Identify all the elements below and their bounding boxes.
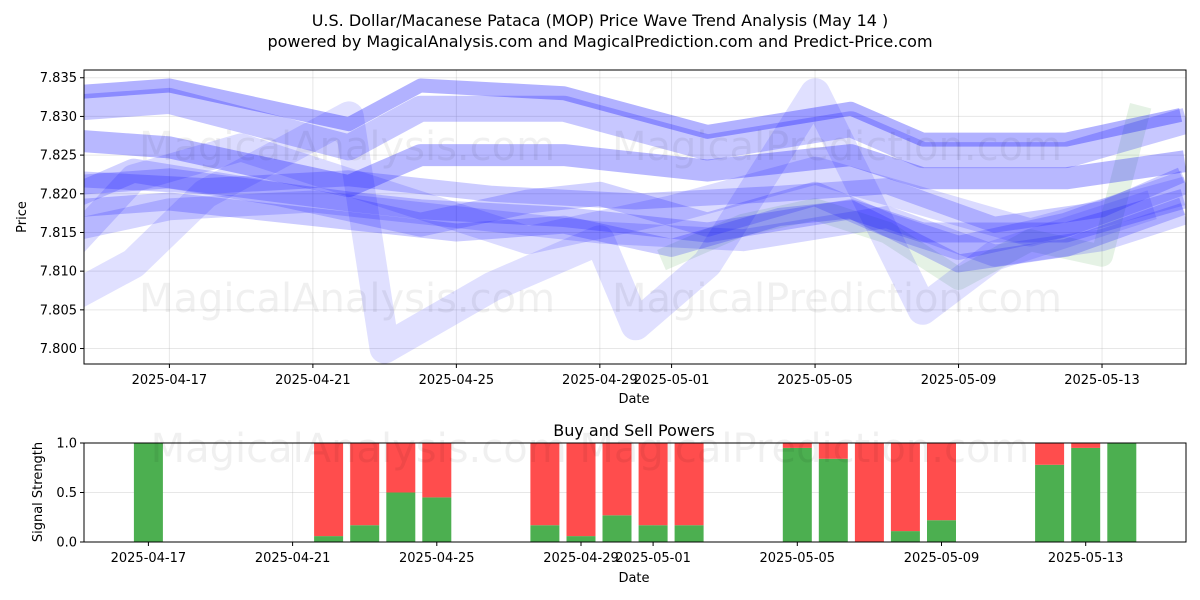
sell-bar: [927, 443, 956, 521]
buy-bar: [566, 536, 596, 542]
signal-x-tick-label: 2025-04-21: [255, 551, 331, 566]
watermark-right: MagicalPrediction.com: [612, 124, 1062, 170]
signal-x-axis-label: Date: [618, 571, 649, 586]
price-x-tick-label: 2025-05-01: [634, 373, 710, 388]
price-x-axis-label: Date: [618, 392, 649, 407]
price-y-tick-label: 7.805: [40, 303, 77, 318]
buy-bar: [927, 520, 956, 542]
signal-x-tick-label: 2025-04-17: [111, 551, 187, 566]
price-y-tick-label: 7.810: [40, 265, 77, 280]
sell-bar: [530, 443, 560, 526]
signal-bars: [133, 443, 1137, 542]
price-wave-band: [84, 167, 1185, 233]
signal-axes: 0.0 0.5 1.0 2025-04-17 2025-04-21 2025-04-25 2…: [56, 437, 1123, 567]
price-grid: [84, 70, 1186, 364]
price-y-tick-label: 7.830: [40, 110, 77, 125]
price-wave-band: [84, 78, 1157, 364]
signal-x-tick-label: 2025-04-25: [399, 551, 475, 566]
buy-bar: [782, 447, 812, 542]
price-waves: [84, 78, 1186, 364]
price-wave-band: [84, 190, 1186, 267]
sell-bar: [386, 443, 416, 493]
signal-x-tick-label: 2025-05-13: [1048, 551, 1124, 566]
buy-bar: [890, 531, 920, 542]
signal-y-axis-label: Signal Strength: [31, 442, 46, 542]
buy-bar: [422, 497, 452, 542]
buy-bar: [674, 525, 704, 542]
buy-bar: [314, 536, 344, 542]
price-x-tick-label: 2025-04-25: [419, 373, 495, 388]
price-y-axis-label: Price: [15, 201, 30, 233]
sell-bar: [674, 443, 704, 526]
watermark-right-2: MagicalPrediction.com: [612, 276, 1062, 322]
buy-bar: [602, 515, 632, 542]
signal-x-tick-label: 2025-05-05: [760, 551, 836, 566]
signal-y-tick-label: 0.5: [56, 486, 77, 501]
buy-bar: [350, 525, 380, 542]
price-x-tick-label: 2025-04-29: [562, 373, 638, 388]
price-x-tick-label: 2025-04-21: [275, 373, 351, 388]
buy-bar: [638, 525, 668, 542]
price-wave-green: [657, 103, 1152, 290]
signal-x-tick-label: 2025-04-29: [543, 551, 619, 566]
buy-bar: [818, 458, 848, 542]
price-plot-frame: [83, 69, 1187, 365]
sell-bar: [314, 443, 344, 537]
sell-bar: [818, 443, 848, 459]
sell-bar: [782, 443, 812, 448]
price-y-tick-label: 7.825: [40, 149, 77, 164]
signal-x-tick-label: 2025-05-01: [615, 551, 691, 566]
buy-bar: [1071, 447, 1101, 542]
signal-chart-title: Buy and Sell Powers: [553, 421, 715, 440]
buy-bar: [1035, 464, 1065, 542]
buy-bar: [1107, 443, 1137, 542]
sell-bar: [1035, 443, 1065, 465]
sell-bar: [1071, 443, 1101, 448]
signal-y-tick-label: 0.0: [56, 536, 77, 551]
price-wave-band: [84, 130, 1186, 198]
buy-bar: [530, 525, 560, 542]
price-x-tick-label: 2025-05-09: [921, 373, 997, 388]
sell-bar: [854, 443, 884, 542]
sell-bar: [422, 443, 452, 498]
price-y-tick-label: 7.800: [40, 342, 77, 357]
price-wave-band: [84, 158, 1186, 260]
watermark-left: MagicalAnalysis.com: [139, 124, 555, 170]
sell-bar: [638, 443, 668, 526]
buy-bar: [386, 492, 416, 542]
price-wave-band: [84, 133, 1186, 255]
price-y-tick-label: 7.815: [40, 226, 77, 241]
chart-title-line2: powered by MagicalAnalysis.com and Magic…: [267, 32, 932, 51]
price-x-tick-label: 2025-05-13: [1064, 373, 1140, 388]
watermark-left-2: MagicalAnalysis.com: [139, 276, 555, 322]
sell-bar: [566, 443, 596, 537]
signal-y-tick-label: 1.0: [56, 437, 77, 452]
chart-title-line1: U.S. Dollar/Macanese Pataca (MOP) Price …: [312, 11, 889, 30]
price-wave-band: [84, 168, 1186, 243]
price-x-tick-label: 2025-05-05: [777, 373, 853, 388]
price-y-tick-label: 7.820: [40, 187, 77, 202]
price-axes: 7.800 7.805 7.810 7.815 7.820 7.825 7.830 7.835…: [40, 71, 1140, 388]
watermark-bottom: MagicalAnalysis.com MagicalPrediction.co…: [151, 426, 1030, 472]
sell-bar: [602, 443, 632, 516]
price-wave-band: [84, 192, 1186, 273]
price-y-tick-label: 7.835: [40, 71, 77, 86]
price-wave-band: [84, 78, 1183, 147]
sell-bar: [350, 443, 380, 526]
signal-x-tick-label: 2025-05-09: [904, 551, 980, 566]
price-wave-band: [84, 87, 1186, 169]
price-x-tick-label: 2025-04-17: [132, 373, 208, 388]
buy-bar: [133, 443, 163, 542]
sell-bar: [890, 443, 920, 532]
